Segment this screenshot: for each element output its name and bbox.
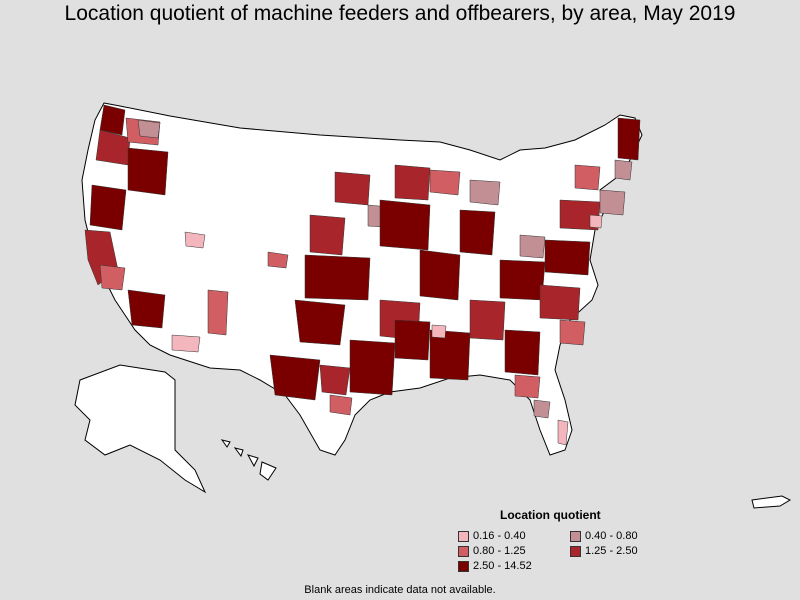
map-legend: Location quotient 0.16 - 0.40 0.40 - 0.8… <box>458 508 658 572</box>
legend-item: 0.40 - 0.80 <box>570 530 670 542</box>
legend-label: 1.25 - 2.50 <box>585 545 638 557</box>
map-title: Location quotient of machine feeders and… <box>64 2 736 25</box>
legend-swatch <box>570 545 581 557</box>
legend-swatch <box>570 530 581 542</box>
hawaii-islands <box>220 439 277 481</box>
puerto-rico <box>751 495 792 509</box>
legend-label: 0.40 - 0.80 <box>585 530 638 542</box>
legend-item: 0.80 - 1.25 <box>458 545 570 557</box>
legend-label: 0.16 - 0.40 <box>473 530 526 542</box>
legend-swatch <box>458 545 469 557</box>
legend-swatch <box>458 560 469 572</box>
legend-item: 1.25 - 2.50 <box>570 545 670 557</box>
area-shapes <box>84 104 641 446</box>
legend-item: 0.16 - 0.40 <box>458 530 570 542</box>
legend-title: Location quotient <box>500 508 601 522</box>
alaska-outline <box>74 364 207 494</box>
legend-swatch <box>458 530 469 542</box>
legend-label: 2.50 - 14.52 <box>473 560 532 572</box>
legend-item: 2.50 - 14.52 <box>458 560 570 572</box>
footnote: Blank areas indicate data not available. <box>304 584 496 596</box>
legend-label: 0.80 - 1.25 <box>473 545 526 557</box>
